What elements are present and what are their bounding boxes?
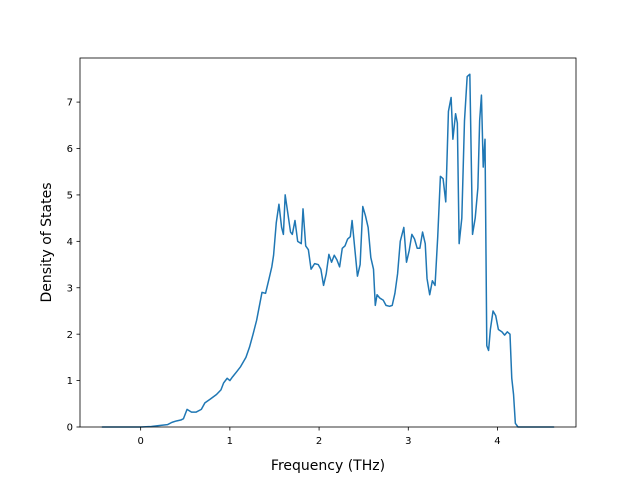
x-axis-label: Frequency (THz)	[271, 458, 385, 474]
y-tick-label: 6	[67, 144, 73, 155]
y-tick-label: 1	[67, 376, 73, 387]
series-line-0	[101, 73, 555, 428]
y-tick-label: 5	[67, 191, 73, 202]
x-tick-label: 0	[137, 436, 143, 447]
x-tick-label: 2	[316, 436, 322, 447]
y-axis-label: Density of States	[39, 183, 55, 303]
y-tick-label: 7	[67, 98, 73, 109]
axes-frame	[79, 57, 577, 428]
y-tick-label: 0	[67, 423, 73, 434]
y-axis-ticks: 0 1 2 3 4 5 6 7	[67, 98, 80, 434]
y-tick-label: 4	[67, 237, 73, 248]
y-tick-label: 3	[67, 283, 73, 294]
x-tick-label: 1	[227, 436, 233, 447]
x-tick-label: 4	[494, 436, 500, 447]
y-tick-label: 2	[67, 330, 73, 341]
x-axis-ticks: 0 1 2 3 4	[137, 427, 501, 447]
x-tick-label: 3	[405, 436, 411, 447]
plot-area	[101, 73, 555, 428]
